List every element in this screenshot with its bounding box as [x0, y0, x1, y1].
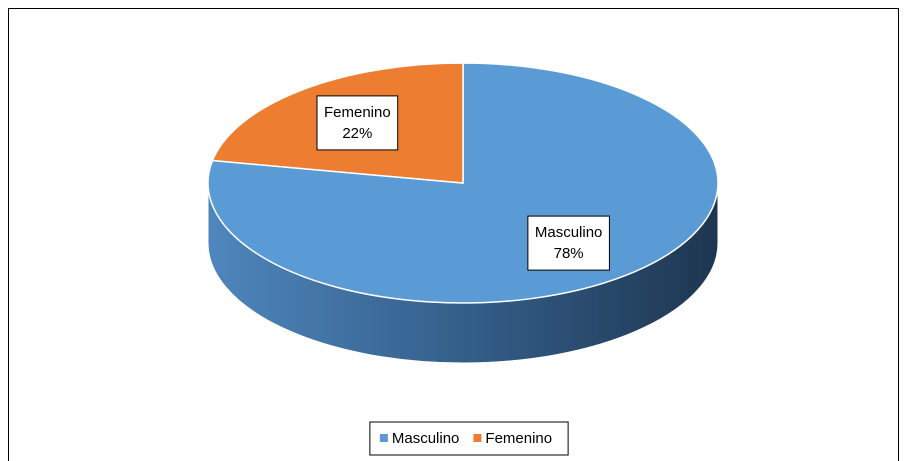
data-label-name: Femenino — [324, 104, 391, 121]
legend-label: Masculino — [392, 430, 460, 447]
data-label-value: 78% — [554, 245, 584, 262]
data-label-value: 22% — [342, 125, 372, 142]
data-label-box — [527, 215, 610, 271]
data-label-name: Masculino — [535, 224, 603, 241]
legend: Masculino Femenino — [369, 421, 569, 456]
legend-label: Femenino — [485, 430, 552, 447]
data-label: Masculino 78% — [527, 215, 610, 271]
legend-swatch — [473, 434, 482, 442]
data-label: Femenino 22% — [316, 95, 399, 151]
legend-swatch — [379, 434, 388, 442]
data-label-box — [316, 95, 399, 151]
legend-box — [369, 421, 569, 456]
